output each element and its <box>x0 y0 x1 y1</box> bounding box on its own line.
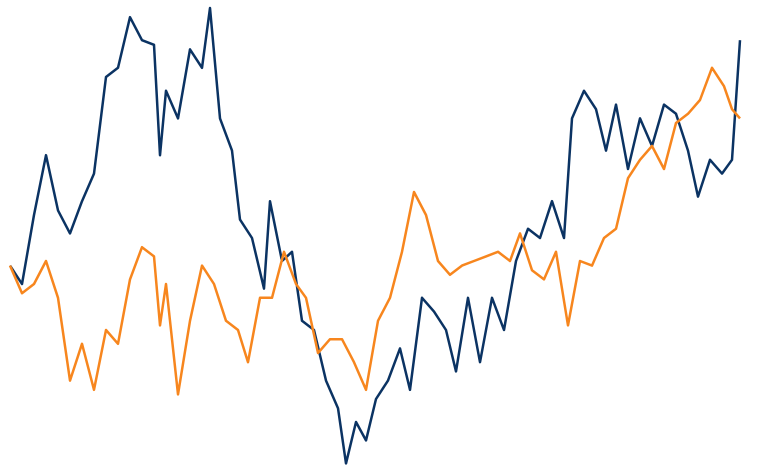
series-line <box>8 66 741 396</box>
series-line <box>8 6 742 465</box>
